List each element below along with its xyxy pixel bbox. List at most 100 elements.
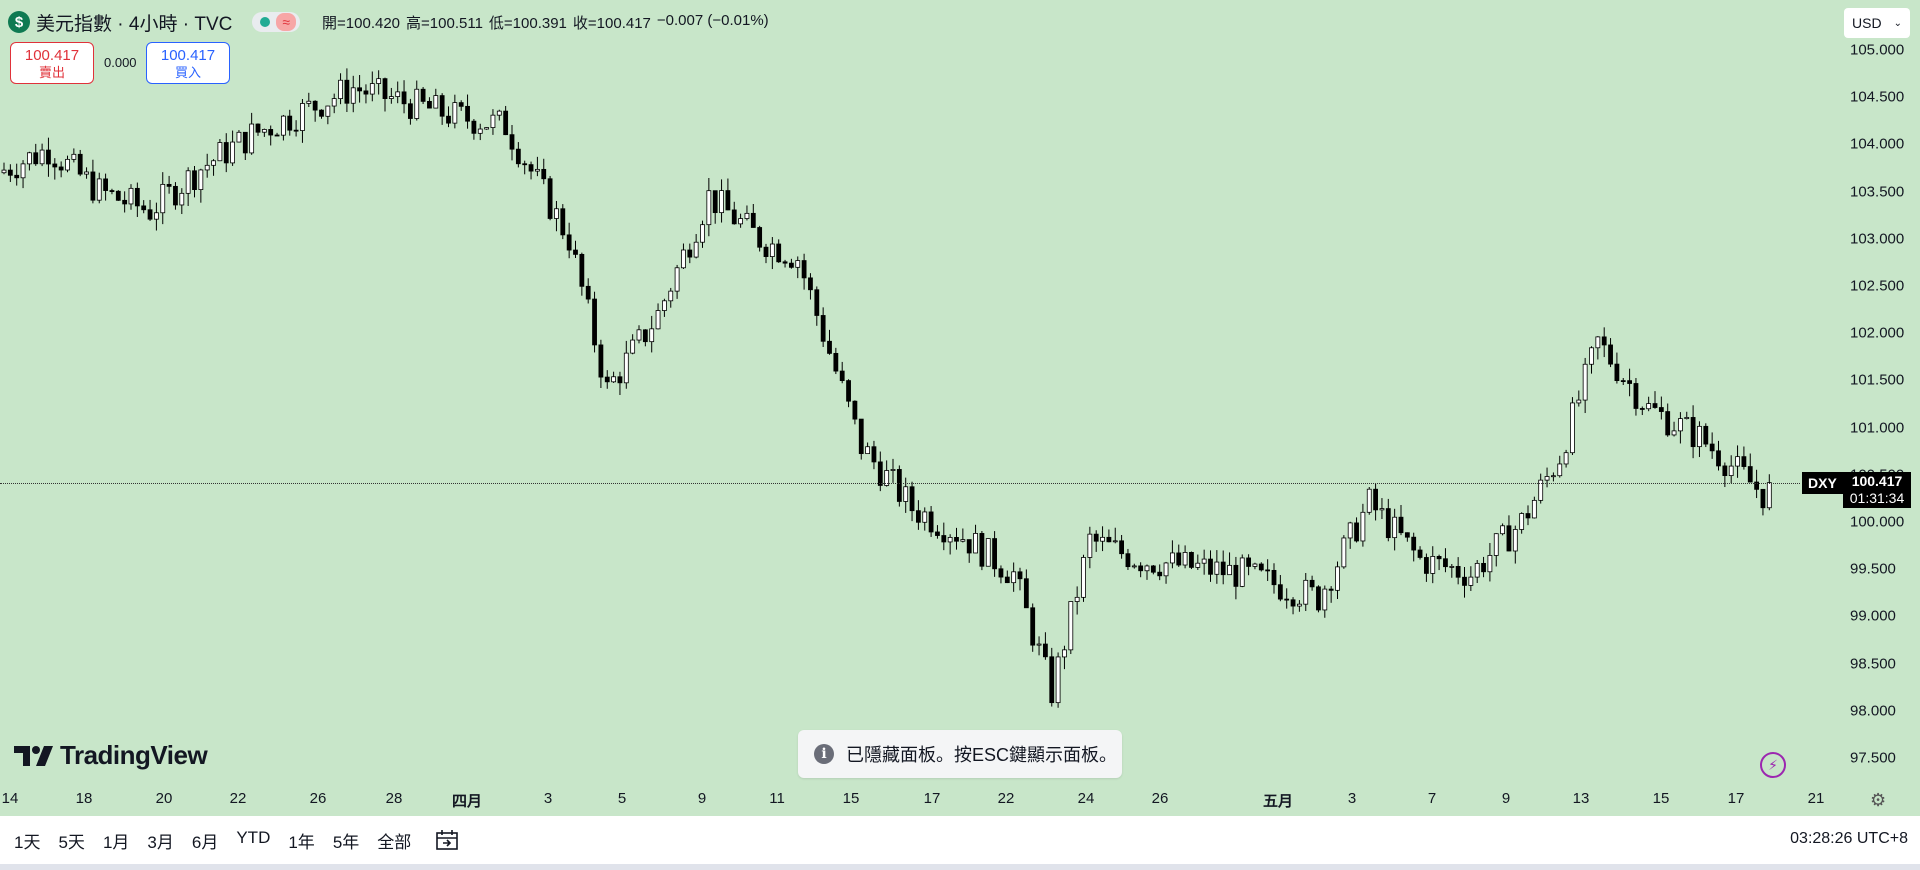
range-button[interactable]: 1天: [14, 832, 41, 852]
tradingview-logo[interactable]: TradingView: [14, 740, 208, 771]
candle: [985, 538, 991, 567]
candle: [541, 158, 547, 185]
candle: [909, 481, 915, 522]
candle: [1639, 406, 1645, 416]
candle: [141, 200, 147, 214]
current-price: 100.417: [1851, 473, 1903, 489]
symbol-title[interactable]: 美元指數 · 4小時 · TVC: [36, 13, 233, 35]
candle: [331, 93, 337, 114]
buy-button[interactable]: 100.417 買入: [146, 42, 230, 84]
range-button[interactable]: 1年: [288, 832, 315, 852]
candle: [547, 175, 553, 221]
candle: [1474, 560, 1480, 583]
candle: [242, 131, 248, 161]
utc-clock[interactable]: 03:28:26 UTC+8: [1790, 830, 1908, 847]
range-button[interactable]: 5天: [58, 832, 85, 852]
time-tick: 5: [617, 790, 627, 807]
candle: [1455, 557, 1461, 585]
candle: [427, 97, 432, 109]
candle: [255, 123, 261, 136]
candle: [1411, 532, 1417, 562]
chart-area[interactable]: [0, 0, 1920, 816]
time-tick: 17: [923, 790, 941, 807]
candle: [1157, 564, 1163, 581]
price-axis[interactable]: 105.000 104.500 104.000 103.500 103.000 102.5…: [1840, 0, 1920, 800]
time-tick: 17: [1727, 790, 1745, 807]
chart-header: $ 美元指數 · 4小時 · TVC ≈ 開=100.420 高=100.511…: [8, 10, 769, 35]
candle: [223, 133, 229, 173]
range-button[interactable]: 3月: [147, 832, 174, 852]
candle: [1398, 504, 1404, 536]
range-button[interactable]: 全部: [377, 832, 412, 852]
lightning-icon[interactable]: ⚡: [1760, 752, 1786, 778]
time-tick: 26: [1151, 790, 1169, 807]
candle: [287, 109, 293, 136]
range-button[interactable]: 1月: [102, 832, 130, 852]
candle: [528, 161, 534, 180]
range-button[interactable]: 5年: [332, 832, 360, 852]
candle: [916, 500, 921, 530]
calendar-goto-icon[interactable]: [435, 829, 459, 851]
change-value: −0.007 (−0.01%): [656, 11, 769, 29]
candle: [433, 88, 439, 109]
candle: [598, 339, 604, 389]
candle: [1017, 567, 1023, 591]
candle: [420, 87, 426, 105]
candle: [712, 190, 718, 224]
candle: [1023, 569, 1029, 609]
range-button[interactable]: 6月: [191, 832, 219, 852]
candle: [509, 125, 515, 161]
range-buttons: 1天 5天 1月 3月 6月 YTD 1年 5年 全部: [0, 828, 415, 853]
candle: [204, 153, 210, 178]
candle: [1601, 327, 1607, 358]
candle: [134, 182, 140, 217]
gear-icon[interactable]: ⚙: [1870, 790, 1887, 810]
candle: [1100, 526, 1105, 552]
candle: [369, 71, 375, 102]
candle: [763, 243, 769, 264]
candle: [338, 73, 343, 105]
candle: [268, 125, 274, 146]
candle: [922, 507, 928, 531]
candle: [681, 243, 686, 270]
candle: [1030, 603, 1036, 652]
chevron-down-icon: ⌄: [1893, 17, 1902, 29]
candle: [814, 286, 820, 326]
candle: [1138, 562, 1144, 578]
candle: [738, 213, 743, 228]
candle: [750, 204, 756, 228]
candle: [935, 525, 940, 539]
candle: [1360, 503, 1366, 547]
candle: [26, 151, 32, 171]
candle: [261, 128, 267, 137]
candle: [865, 442, 870, 455]
sell-button[interactable]: 100.417 賣出: [10, 42, 94, 84]
candle: [1049, 647, 1055, 707]
candle: [1316, 585, 1321, 613]
candle: [1106, 529, 1112, 543]
market-open-dot-icon: [260, 17, 271, 27]
candle: [1620, 378, 1626, 386]
candle: [166, 175, 172, 194]
candle: [649, 315, 655, 353]
candle: [1011, 562, 1017, 592]
candle: [52, 158, 58, 180]
candle: [1709, 432, 1715, 459]
candle: [1646, 396, 1652, 412]
candle: [84, 167, 89, 179]
candle: [1735, 445, 1740, 478]
range-button[interactable]: YTD: [236, 827, 271, 847]
candlestick-plot[interactable]: [0, 0, 1840, 780]
market-status-pill[interactable]: ≈: [252, 12, 301, 32]
candle: [496, 109, 502, 121]
candle: [706, 177, 712, 237]
currency-select[interactable]: USD ⌄: [1844, 8, 1910, 38]
candle: [7, 164, 13, 182]
candle: [439, 93, 445, 125]
candle: [1081, 554, 1086, 602]
candle: [1150, 565, 1156, 575]
candle: [1747, 453, 1753, 483]
candle: [592, 291, 597, 353]
candle: [1678, 412, 1683, 444]
candle: [1062, 645, 1067, 670]
